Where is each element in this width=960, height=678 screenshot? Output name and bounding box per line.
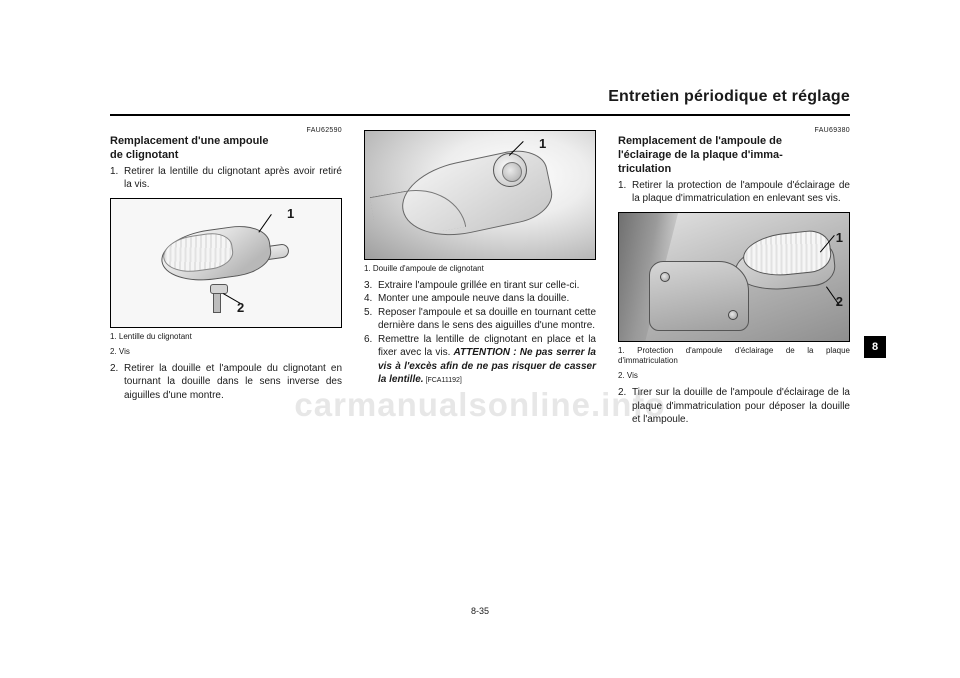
heading-line: Remplacement de l'ampoule de — [618, 135, 782, 147]
column-1: FAU62590 Remplacement d'une ampoule de c… — [110, 126, 342, 431]
leader-line-icon — [258, 214, 271, 233]
callout-1: 1 — [539, 135, 546, 153]
list-item: 3. Extraire l'ampoule grillée en tirant … — [364, 279, 596, 293]
callout-1: 1 — [287, 205, 294, 223]
ref-code-inline: [FCA11192] — [424, 377, 462, 384]
step-number: 6. — [364, 333, 378, 387]
callout-2: 2 — [237, 299, 244, 317]
section-heading: Remplacement de l'ampoule de l'éclairage… — [618, 135, 850, 176]
figure-bulb-socket: 1 — [364, 130, 596, 260]
step-number: 1. — [618, 179, 632, 206]
tab-spacer — [864, 306, 886, 334]
step-text: Monter une ampoule neuve dans la douille… — [378, 292, 596, 306]
list-item: 4. Monter une ampoule neuve dans la doui… — [364, 292, 596, 306]
step-text: Retirer la douille et l'ampoule du clign… — [124, 362, 342, 403]
figure-license-plate-light: 1 2 — [618, 212, 850, 342]
tab-spacer — [864, 276, 886, 304]
tab-spacer — [864, 156, 886, 184]
step-number: 1. — [110, 165, 124, 192]
callout-1: 1 — [836, 229, 843, 247]
heading-line: de clignotant — [110, 149, 178, 161]
callout-2: 2 — [836, 293, 843, 311]
heading-line: Remplacement d'une ampoule — [110, 135, 269, 147]
section-heading: Remplacement d'une ampoule de clignotant — [110, 135, 342, 163]
step-text: Remettre la lentille de clignotant en pl… — [378, 333, 596, 387]
figure-caption: 2. Vis — [110, 347, 342, 358]
page-title: Entretien périodique et réglage — [608, 88, 850, 106]
manual-page: Entretien périodique et réglage FAU62590… — [110, 86, 850, 618]
column-3: FAU69380 Remplacement de l'ampoule de l'… — [618, 126, 850, 431]
section-tabs: 8 — [864, 126, 886, 358]
step-list: 1. Retirer la protection de l'ampoule d'… — [618, 179, 850, 206]
step-text: Tirer sur la douille de l'ampoule d'écla… — [632, 386, 850, 427]
columns: FAU62590 Remplacement d'une ampoule de c… — [110, 126, 850, 431]
list-item: 2. Retirer la douille et l'ampoule du cl… — [110, 362, 342, 403]
figure-caption: 2. Vis — [618, 371, 850, 382]
heading-line: triculation — [618, 163, 671, 175]
step-list: 1. Retirer la lentille du clignotant apr… — [110, 165, 342, 192]
heading-line: l'éclairage de la plaque d'imma- — [618, 149, 783, 161]
list-item: 1. Retirer la protection de l'ampoule d'… — [618, 179, 850, 206]
ref-code: FAU62590 — [110, 126, 342, 135]
header-rule — [110, 114, 850, 116]
socket-icon — [493, 153, 527, 187]
step-number: 3. — [364, 279, 378, 293]
step-text: Extraire l'ampoule grillée en tirant sur… — [378, 279, 596, 293]
figure-caption: 1. Protection d'ampoule d'éclairage de l… — [618, 346, 850, 368]
list-item: 1. Retirer la lentille du clignotant apr… — [110, 165, 342, 192]
tab-spacer — [864, 216, 886, 244]
figure-caption: 1. Lentille du clignotant — [110, 332, 342, 343]
step-text: Retirer la lentille du clignotant après … — [124, 165, 342, 192]
step-number: 2. — [110, 362, 124, 403]
tab-spacer — [864, 186, 886, 214]
ref-code: FAU69380 — [618, 126, 850, 135]
figure-turn-signal-lens: 1 2 — [110, 198, 342, 328]
step-number: 5. — [364, 306, 378, 333]
screw-hole-icon — [728, 310, 738, 320]
list-item: 6. Remettre la lentille de clignotant en… — [364, 333, 596, 387]
tab-spacer — [864, 246, 886, 274]
page-number: 8-35 — [471, 606, 489, 616]
column-2: 1 1. Douille d'ampoule de clignotant 3. … — [364, 126, 596, 431]
step-text: Retirer la protection de l'ampoule d'écl… — [632, 179, 850, 206]
step-list: 3. Extraire l'ampoule grillée en tirant … — [364, 279, 596, 387]
step-number: 2. — [618, 386, 632, 427]
tab-spacer — [864, 126, 886, 154]
step-text: Reposer l'ampoule et sa douille en tourn… — [378, 306, 596, 333]
figure-caption: 1. Douille d'ampoule de clignotant — [364, 264, 596, 275]
step-number: 4. — [364, 292, 378, 306]
protection-cover — [649, 261, 749, 331]
screw-icon — [213, 289, 221, 313]
section-tab-active: 8 — [864, 336, 886, 358]
screw-hole-icon — [660, 272, 670, 282]
list-item: 2. Tirer sur la douille de l'ampoule d'é… — [618, 386, 850, 427]
step-list: 2. Tirer sur la douille de l'ampoule d'é… — [618, 386, 850, 427]
step-list: 2. Retirer la douille et l'ampoule du cl… — [110, 362, 342, 403]
list-item: 5. Reposer l'ampoule et sa douille en to… — [364, 306, 596, 333]
